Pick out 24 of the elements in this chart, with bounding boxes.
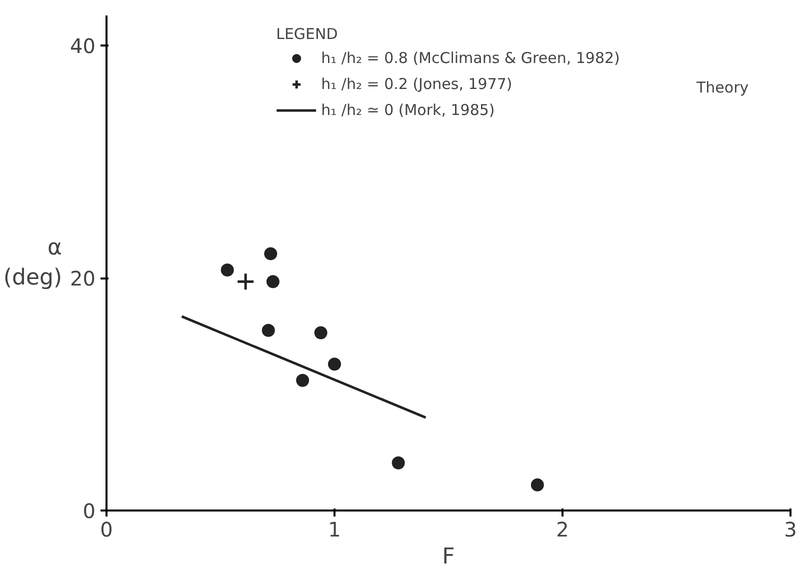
point	[314, 326, 328, 340]
x-axis-title: F	[442, 544, 455, 570]
legend-label: h₁ /h₂ ≃ 0 (Mork, 1985)	[321, 101, 495, 119]
y-tick-label: 20	[70, 266, 96, 291]
point	[328, 358, 341, 371]
point	[392, 456, 405, 470]
point	[264, 247, 278, 260]
annotation: Theory	[696, 78, 749, 96]
legend-label: h₁ /h₂ = 0.8 (McClimans & Green, 1982)	[321, 49, 620, 67]
point	[266, 275, 280, 288]
point	[220, 263, 234, 276]
point	[530, 478, 544, 492]
point	[296, 374, 310, 387]
x-tick-label: 1	[328, 518, 341, 542]
legend-label: h₁ /h₂ = 0.2 (Jones, 1977)	[321, 75, 512, 93]
x-tick-label: 2	[556, 518, 569, 542]
x-tick-label: 0	[100, 518, 113, 542]
y-tick-label: 0	[82, 499, 96, 523]
legend-title: LEGEND	[276, 25, 339, 43]
point	[236, 272, 255, 291]
point	[262, 324, 275, 337]
x-tick-label: 3	[784, 518, 797, 542]
y-tick-label: 40	[70, 34, 96, 58]
y-axis-title: α (deg)	[3, 236, 62, 290]
